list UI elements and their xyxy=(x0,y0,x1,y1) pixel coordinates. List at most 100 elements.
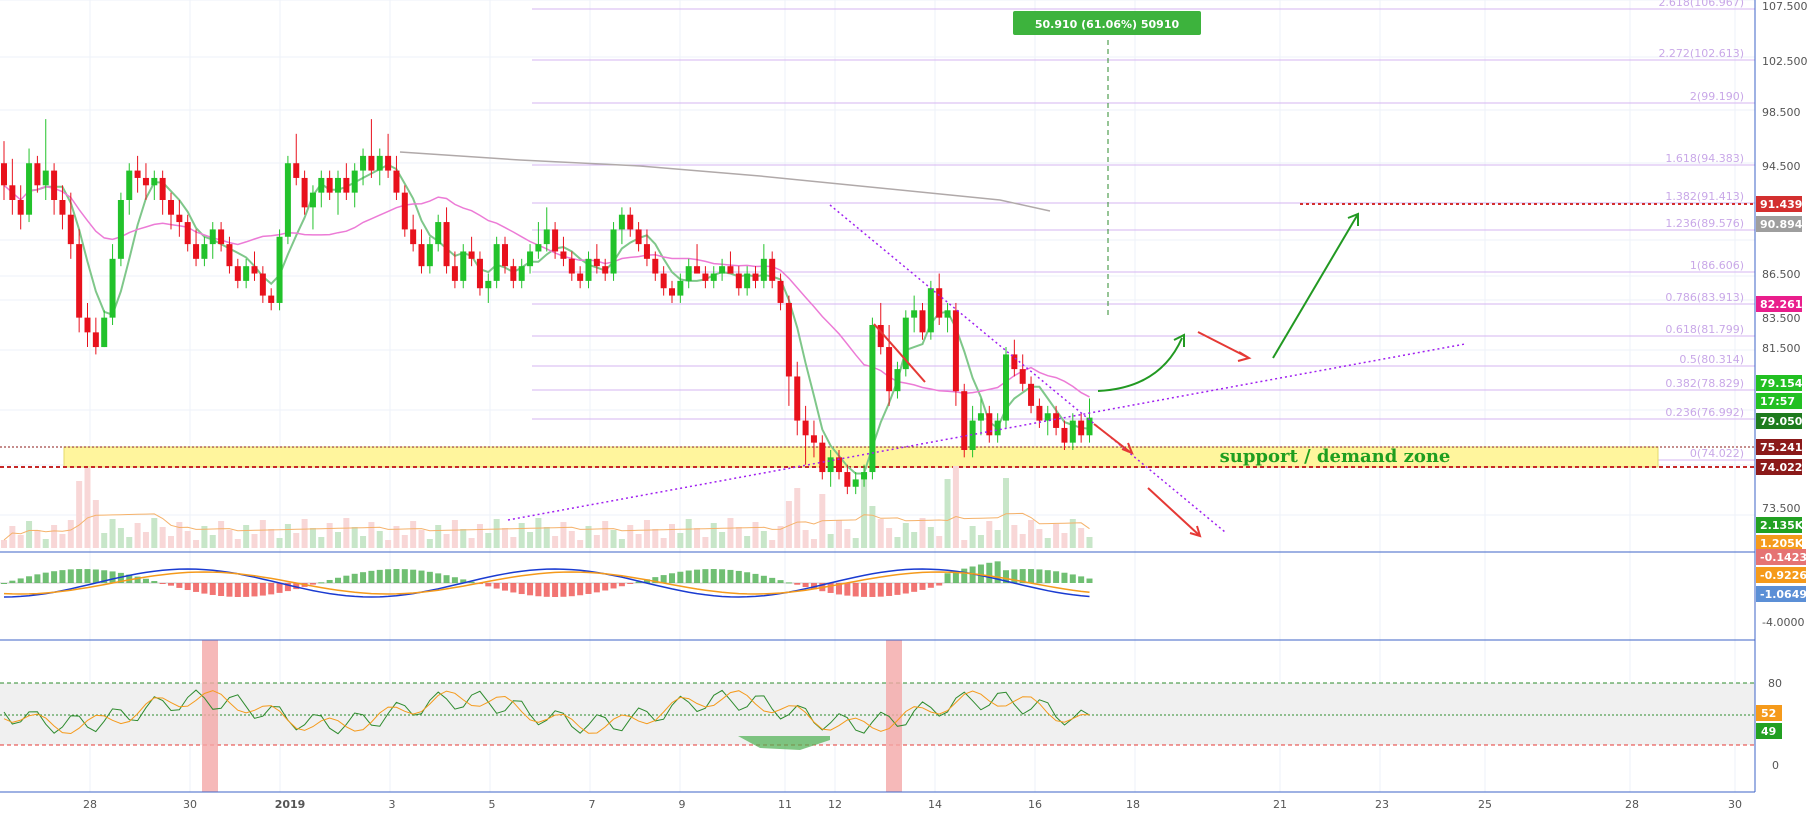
chart-drawings[interactable]: 50.910 (61.06%) 50910 xyxy=(507,11,1755,538)
volume-bar xyxy=(919,518,926,548)
volume-bar xyxy=(560,522,567,548)
macd-histogram-bar xyxy=(351,573,358,583)
macd-histogram-bar xyxy=(902,583,909,594)
macd-histogram-bar xyxy=(727,569,734,583)
volume-bar xyxy=(84,468,91,548)
fib-level-label: 1.382(91.413) xyxy=(1665,190,1744,203)
macd-histogram-bar xyxy=(602,583,609,591)
volume-bar xyxy=(34,530,41,548)
macd-histogram-bar xyxy=(894,583,901,595)
macd-histogram-bar xyxy=(293,583,300,590)
macd-histogram-bar xyxy=(886,583,893,596)
fib-level-label: 1.618(94.383) xyxy=(1665,152,1744,165)
macd-histogram-bar xyxy=(794,583,801,585)
macd-histogram-bar xyxy=(610,583,617,589)
candle-body xyxy=(510,266,517,281)
ma-slow-line xyxy=(399,151,1051,212)
volume-bar xyxy=(543,527,550,548)
candle-body xyxy=(785,302,792,377)
candle-body xyxy=(610,229,617,274)
candle-body xyxy=(702,273,709,281)
candle-body xyxy=(952,310,959,392)
stoch-tick-label: 80 xyxy=(1768,677,1782,690)
volume-bar xyxy=(485,533,492,548)
volume-bar xyxy=(744,536,751,548)
candle-body xyxy=(635,229,642,245)
volume-bar xyxy=(318,537,325,548)
volume-bar xyxy=(877,519,884,548)
time-tick-label: 16 xyxy=(1028,798,1042,811)
macd-histogram-bar xyxy=(852,583,859,597)
candle-body xyxy=(669,288,675,296)
candle-body xyxy=(218,229,225,245)
candle-body xyxy=(568,258,575,274)
macd-histogram-bar xyxy=(184,583,191,591)
candle-body xyxy=(67,214,74,245)
volume-bar xyxy=(593,535,600,548)
macd-histogram-bar xyxy=(961,568,968,583)
volume-bar xyxy=(42,539,49,548)
macd-histogram-bar xyxy=(527,583,534,596)
volume-bar xyxy=(710,523,717,548)
macd-histogram-bar xyxy=(276,583,283,593)
candle-body xyxy=(1003,354,1009,421)
support-demand-zone[interactable]: support / demand zone xyxy=(0,446,1755,468)
macd-histogram-bar xyxy=(426,571,433,583)
macd-histogram-bar xyxy=(335,577,341,583)
candle-body xyxy=(360,155,367,171)
candle-body xyxy=(268,295,275,303)
price-badge xyxy=(1756,196,1802,212)
volume-bar xyxy=(9,526,16,548)
stoch-badge xyxy=(1756,723,1782,739)
price-badge-text: 2.135K xyxy=(1760,519,1804,532)
macd-histogram-bar xyxy=(493,583,500,589)
macd-histogram-bar xyxy=(1078,576,1085,583)
price-badge-text: 74.022 xyxy=(1760,461,1802,474)
candle-body xyxy=(602,266,609,274)
candle-body xyxy=(401,192,408,230)
macd-histogram-bar xyxy=(451,577,458,583)
volume-bar xyxy=(1,540,7,548)
projection-curve xyxy=(1097,337,1183,392)
volume-bar xyxy=(518,523,525,548)
macd-histogram-bar xyxy=(318,582,325,584)
macd-histogram-bar xyxy=(67,569,74,583)
volume-bar xyxy=(435,525,442,548)
stoch-highlight xyxy=(202,640,218,792)
macd-histogram-bar xyxy=(952,570,959,583)
volume-bar xyxy=(109,519,116,548)
candle-body xyxy=(760,258,767,281)
volume-bar xyxy=(752,522,759,548)
candle-body xyxy=(1053,413,1060,428)
candle-body xyxy=(961,391,968,450)
macd-histogram-bar xyxy=(593,583,600,593)
candle-body xyxy=(410,229,417,245)
volume-bar xyxy=(468,538,475,548)
fib-level-label: 0.5(80.314) xyxy=(1679,353,1744,366)
price-badge-text: 79.154 xyxy=(1760,377,1803,390)
volume-bar xyxy=(476,524,483,548)
macd-line xyxy=(3,568,1090,598)
macd-histogram-bar xyxy=(168,583,174,586)
candle-body xyxy=(518,266,525,281)
macd-histogram-bar xyxy=(485,583,492,587)
macd-histogram-bar xyxy=(326,579,333,583)
macd-histogram-bar xyxy=(243,583,250,597)
candle-body xyxy=(1036,405,1043,421)
price-badges: 91.439 90.894 82.261 79.154 17:57 79.050 75.24… xyxy=(1756,196,1807,739)
volume-bar xyxy=(401,535,408,548)
volume-bar xyxy=(343,518,350,548)
price-tick-label: 81.500 xyxy=(1762,342,1801,355)
candle-body xyxy=(34,163,41,186)
candle-body xyxy=(735,273,742,289)
volume-bar xyxy=(760,531,767,548)
volume-bar xyxy=(385,540,392,548)
volume-bar xyxy=(117,528,124,548)
candle-body xyxy=(1061,427,1068,443)
macd-histogram-bar xyxy=(51,571,58,583)
candle-body xyxy=(543,229,550,245)
candle-body xyxy=(176,214,183,223)
macd-histogram-bar xyxy=(552,583,559,597)
candle-body xyxy=(1,163,7,186)
